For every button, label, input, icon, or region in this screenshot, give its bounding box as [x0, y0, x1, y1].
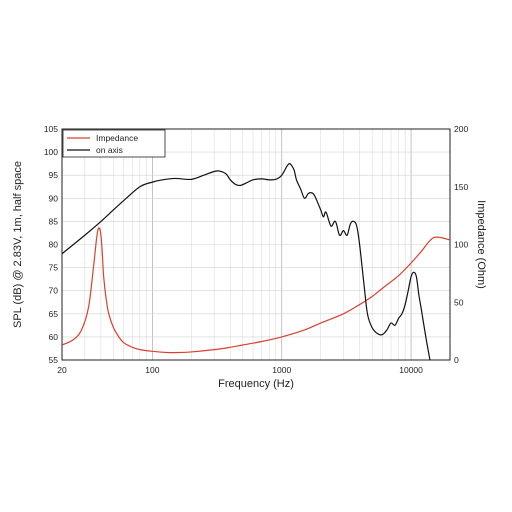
y-tick-label-left: 60 — [49, 332, 59, 342]
y-tick-label-left: 75 — [49, 263, 59, 273]
y-axis-label-left: SPL (dB) @ 2.83V, 1m, half space — [12, 161, 24, 328]
y-tick-label-right: 200 — [454, 124, 468, 134]
y-tick-label-right: 150 — [454, 182, 468, 192]
y-tick-label-left: 70 — [49, 286, 59, 296]
y-tick-label-left: 55 — [49, 355, 59, 365]
y-tick-label-left: 90 — [49, 193, 59, 203]
grid — [62, 129, 450, 360]
legend-box — [62, 129, 166, 158]
tick-labels: 20 100 1000 10000 55 60 65 70 75 80 85 90 95 100 105 0 5… — [44, 124, 469, 375]
series-layer — [62, 163, 450, 360]
y-axis-label-right: Impedance (Ohm) — [475, 200, 487, 289]
plot-frame — [61, 128, 451, 361]
y-tick-label-right: 100 — [454, 240, 468, 250]
y-tick-label-right: 50 — [454, 297, 464, 307]
x-tick-label: 10000 — [399, 365, 423, 375]
y-tick-label-left: 80 — [49, 240, 59, 250]
legend-label-impedance: Impedance — [96, 133, 138, 143]
y-tick-label-left: 65 — [49, 309, 59, 319]
series-line-impedance — [62, 227, 450, 354]
series-line-on-axis — [62, 163, 431, 360]
x-tick-label: 20 — [57, 365, 67, 375]
x-tick-label: 100 — [145, 365, 159, 375]
y-tick-label-right: 0 — [454, 355, 459, 365]
x-tick-label: 1000 — [272, 365, 291, 375]
y-tick-label-left: 95 — [49, 170, 59, 180]
legend: Impedance on axis — [62, 129, 166, 158]
y-tick-label-left: 85 — [49, 216, 59, 226]
y-tick-label-left: 105 — [44, 124, 58, 134]
y-tick-label-left: 100 — [44, 147, 58, 157]
x-axis-label: Frequency (Hz) — [218, 378, 294, 390]
legend-label-on-axis: on axis — [96, 145, 123, 155]
